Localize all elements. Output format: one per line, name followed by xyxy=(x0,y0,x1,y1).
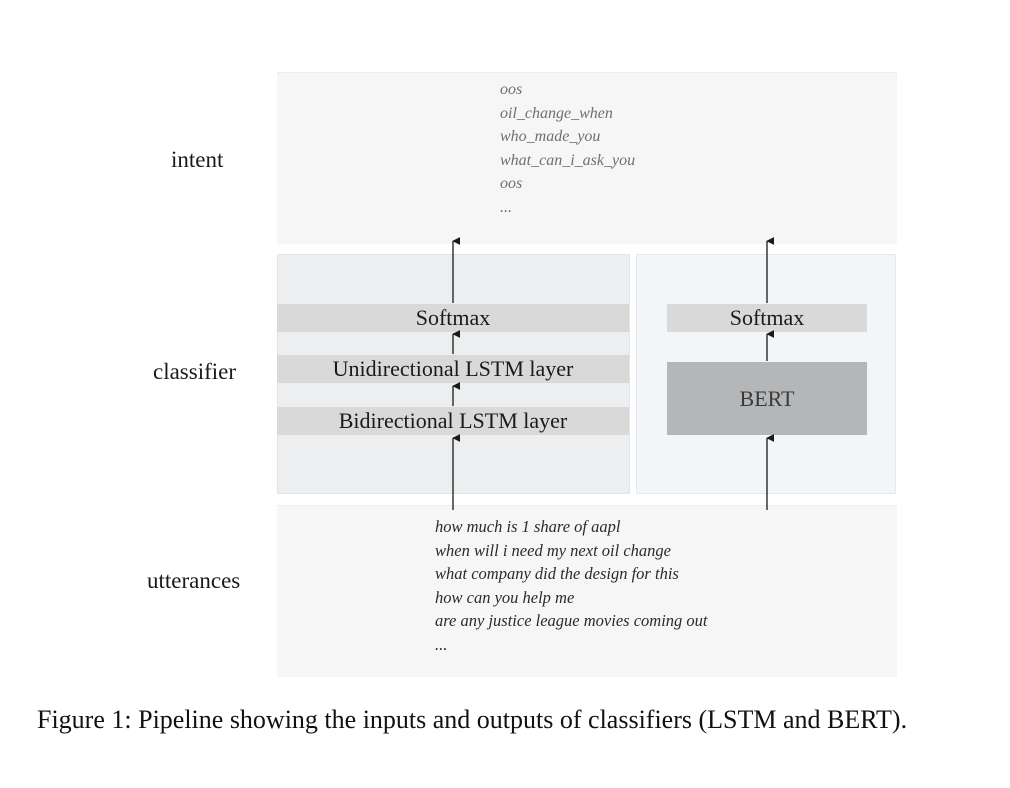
intent-item: oos xyxy=(500,81,523,98)
intent-item: what_can_i_ask_you xyxy=(500,151,636,169)
utterance-item: when will i need my next oil change xyxy=(435,540,671,560)
intent-list: oos oil_change_when who_made_you what_ca… xyxy=(500,78,635,219)
intent-item: oos xyxy=(500,175,523,192)
figure-caption: Figure 1: Pipeline showing the inputs an… xyxy=(37,705,908,734)
utterance-item: what company did the design for this xyxy=(435,564,679,583)
utterances-panel xyxy=(277,505,897,677)
intent-panel xyxy=(277,72,897,244)
intent-item: ... xyxy=(500,198,512,216)
lstm-softmax-layer: Softmax xyxy=(277,304,629,332)
utterance-item: how much is 1 share of aapl xyxy=(435,517,621,536)
bert-softmax-layer: Softmax xyxy=(667,304,867,332)
intent-item: oil_change_when xyxy=(500,104,613,122)
row-label-utterances: utterances xyxy=(147,568,241,593)
bert-model-block: BERT xyxy=(667,362,867,435)
utterance-list: how much is 1 share of aapl when will i … xyxy=(435,515,707,656)
utterance-item: are any justice league movies coming out xyxy=(435,611,708,630)
utterance-item: ... xyxy=(435,634,448,654)
row-label-intent: intent xyxy=(171,147,224,172)
intent-item: who_made_you xyxy=(500,128,601,145)
row-label-classifier: classifier xyxy=(153,359,237,384)
utterance-item: how can you help me xyxy=(435,587,575,607)
unidirectional-lstm-layer: Unidirectional LSTM layer xyxy=(277,355,629,383)
bidirectional-lstm-layer: Bidirectional LSTM layer xyxy=(277,407,629,435)
